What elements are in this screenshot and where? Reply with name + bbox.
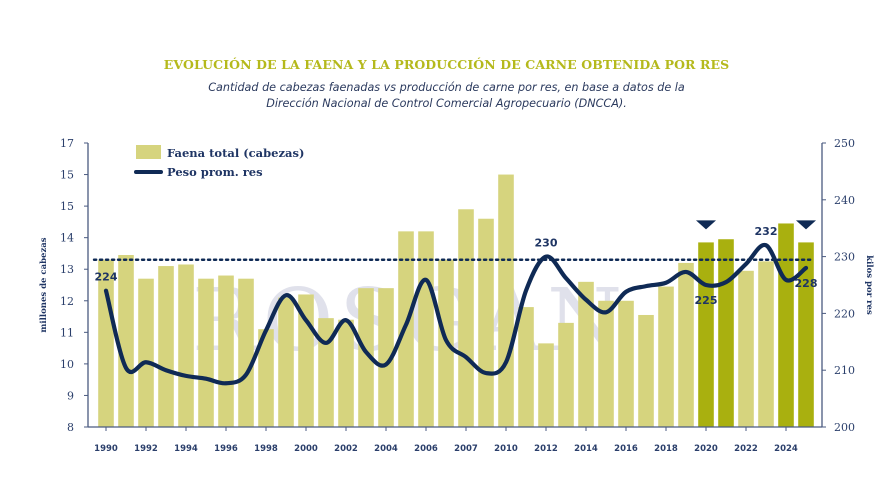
bar-1994	[178, 264, 194, 427]
chart-title: EVOLUCIÓN DE LA FAENA Y LA PRODUCCIÓN DE…	[163, 57, 730, 72]
legend-label-bar: Faena total (cabezas)	[167, 146, 304, 160]
bar-2023	[758, 261, 774, 427]
annotations: 224 230 225 232 228	[95, 220, 818, 307]
bar-2003	[358, 288, 374, 427]
bar-2015	[598, 300, 614, 427]
bar-1993	[158, 266, 174, 427]
bar-2010	[498, 174, 514, 427]
y-left-tick-label: 17	[60, 137, 74, 150]
x-tick-label: 2000	[294, 444, 318, 454]
legend: Faena total (cabezas) Peso prom. res	[134, 145, 304, 179]
x-tick-label: 2006	[414, 444, 438, 454]
x-tick-label: 2012	[534, 444, 558, 454]
chart-subtitle: Cantidad de cabezas faenadas vs producci…	[200, 80, 693, 112]
bar-2013	[558, 322, 574, 427]
bar-1990	[98, 259, 114, 427]
x-tick-label: 2020	[694, 444, 718, 454]
chart-subtitle-line-1: Cantidad de cabezas faenadas vs producci…	[208, 81, 685, 94]
bar-2014	[578, 281, 594, 427]
bar-2022	[738, 270, 754, 427]
bar-1997	[238, 278, 254, 427]
x-tick-label: 1992	[134, 444, 158, 454]
bar-2020	[698, 242, 714, 427]
bar-2011	[518, 307, 534, 427]
bar-2001	[318, 318, 334, 427]
x-tick-label: 2024	[774, 444, 798, 454]
legend-label-line: Peso prom. res	[167, 165, 263, 179]
x-tick-label: 1996	[214, 444, 238, 454]
data-label-2025: 228	[795, 277, 818, 290]
y-left-tick-label: 15	[60, 200, 74, 213]
x-tick-label: 2018	[654, 444, 678, 454]
legend-swatch-bar	[136, 145, 161, 159]
axes: 17 15 15 14 13 12 11 10 9 8 250 240 230 220 210 200 1990…	[60, 137, 855, 454]
y-axis-left-label: millones de cabezas	[39, 237, 49, 332]
y-left-tick-label: 10	[60, 358, 74, 371]
x-tick-label: 2010	[494, 444, 518, 454]
bar-2017	[638, 314, 654, 427]
bar-2018	[658, 286, 674, 427]
bar-1999	[278, 297, 294, 427]
y-right-tick-label: 230	[834, 251, 855, 264]
bar-2016	[618, 300, 634, 427]
line-peso-prom-res	[103, 242, 809, 386]
bar-series	[98, 174, 814, 427]
data-label-2012: 230	[535, 237, 558, 250]
y-right-tick-label: 220	[834, 307, 855, 320]
bar-2024	[778, 223, 794, 427]
y-left-tick-label: 8	[67, 421, 74, 434]
bar-1991	[118, 255, 134, 427]
bar-1992	[138, 278, 154, 427]
y-left-tick-label: 12	[60, 295, 74, 308]
x-tick-label: 2016	[614, 444, 638, 454]
marker-triangle-2025	[796, 220, 816, 230]
x-tick-label: 2007	[454, 444, 478, 454]
bar-1998	[258, 329, 274, 427]
bar-1996	[218, 275, 234, 427]
chart-subtitle-line-2: Dirección Nacional de Control Comercial …	[266, 97, 627, 110]
bar-2004	[378, 288, 394, 427]
x-tick-label: 2022	[734, 444, 758, 454]
bar-2019	[678, 262, 694, 427]
x-tick-label: 2002	[334, 444, 358, 454]
bar-2009	[478, 218, 494, 427]
bar-2002	[338, 319, 354, 427]
y-right-tick-label: 240	[834, 194, 855, 207]
x-tick-label: 1994	[174, 444, 198, 454]
y-right-tick-label: 250	[834, 137, 855, 150]
data-label-2020: 225	[695, 294, 718, 307]
y-left-tick-label: 9	[67, 389, 74, 402]
bar-2012	[538, 343, 554, 427]
x-tick-label: 2014	[574, 444, 598, 454]
x-tick-label: 1998	[254, 444, 278, 454]
y-left-tick-label: 14	[60, 232, 74, 245]
y-right-tick-label: 200	[834, 421, 855, 434]
x-tick-label: 1990	[94, 444, 118, 454]
bar-2008	[458, 209, 474, 427]
line-series	[103, 242, 809, 386]
x-tick-label: 2004	[374, 444, 398, 454]
y-left-tick-label: 13	[60, 263, 74, 276]
marker-triangle-2020	[696, 220, 716, 230]
data-label-2023: 232	[755, 225, 778, 238]
y-axis-right-label: kilos por res	[864, 255, 874, 315]
bar-1995	[198, 278, 214, 427]
bar-2021	[718, 239, 734, 427]
y-left-tick-label: 15	[60, 169, 74, 182]
bar-2025	[798, 242, 814, 427]
y-left-tick-label: 11	[60, 326, 74, 339]
data-label-1990: 224	[95, 271, 118, 284]
y-right-tick-label: 210	[834, 364, 855, 377]
